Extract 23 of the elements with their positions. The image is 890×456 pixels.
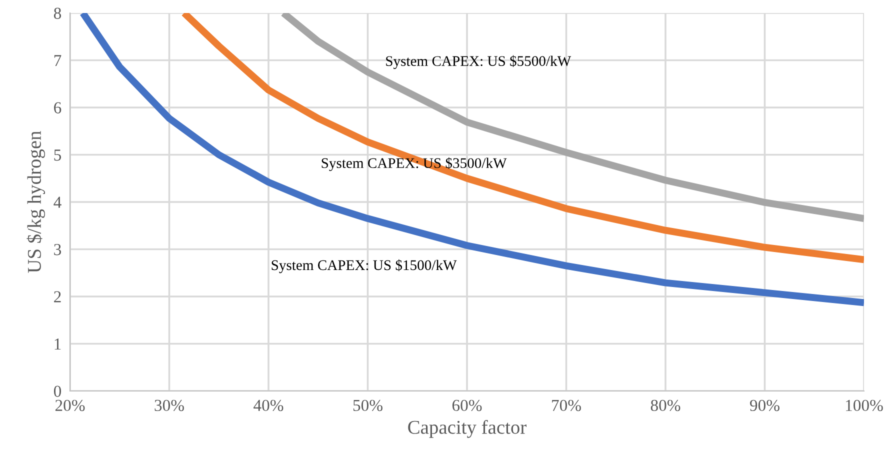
x-axis-title: Capacity factor (408, 420, 526, 438)
x-tick-label: 90% (750, 400, 780, 412)
y-tick-label: 3 (54, 244, 62, 256)
y-tick-label: 2 (54, 291, 61, 302)
series-label: System CAPEX: US $5500/kW (386, 55, 572, 69)
x-tick-label: 20% (55, 400, 85, 412)
series-label: System CAPEX: US $3500/kW (322, 157, 507, 172)
y-tick-label: 4 (54, 196, 62, 208)
y-tick-label: 6 (54, 102, 62, 114)
x-tick-label: 50% (353, 400, 382, 412)
x-tick-label: 80% (650, 400, 680, 412)
x-tick-label: 30% (154, 400, 184, 412)
y-tick-label: 8 (54, 8, 62, 19)
x-tick-label: 60% (452, 400, 482, 412)
x-tick-label: 70% (552, 400, 581, 412)
y-tick-label: 5 (54, 150, 62, 161)
series-label: System CAPEX: US $1500/kW (272, 259, 457, 274)
y-tick-label: 7 (54, 55, 62, 66)
y-tick-label: 1 (54, 338, 61, 350)
y-axis-title: US $/kg hydrogen (26, 131, 45, 273)
x-tick-label: 40% (254, 400, 284, 412)
y-tick-label: 0 (54, 386, 62, 397)
x-tick-label: 100% (846, 400, 883, 412)
